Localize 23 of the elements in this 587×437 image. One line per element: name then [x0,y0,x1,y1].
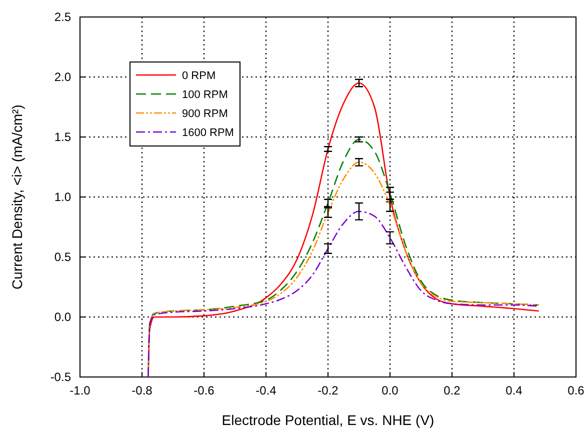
x-tick-label: -0.2 [318,384,339,398]
x-tick-label: -0.8 [132,384,153,398]
legend-label: 100 RPM [182,89,228,101]
x-tick-label: 0.2 [444,384,461,398]
x-tick-label: 0.4 [506,384,523,398]
x-tick-label: -0.4 [256,384,277,398]
legend-label: 900 RPM [182,108,228,120]
y-tick-label: 2.5 [54,10,72,24]
y-tick-label: 2.0 [54,70,72,84]
x-tick-label: -0.6 [194,384,215,398]
y-axis-title: Current Density, <i> (mA/cm²) [9,104,25,290]
y-tick-label: 1.5 [54,130,72,144]
line-series [148,210,540,377]
y-tick-label: -0.5 [50,370,72,384]
x-axis-title: Electrode Potential, E vs. NHE (V) [222,412,434,428]
legend-label: 0 RPM [182,70,216,82]
legend-label: 1600 RPM [182,127,234,139]
y-tick-label: 0.5 [54,250,72,264]
x-tick-label: 0.0 [382,384,399,398]
y-tick-label: 1.0 [54,190,72,204]
y-tick-label: 0.0 [54,310,72,324]
x-tick-label: -1.0 [70,384,91,398]
x-tick-label: 0.6 [568,384,585,398]
